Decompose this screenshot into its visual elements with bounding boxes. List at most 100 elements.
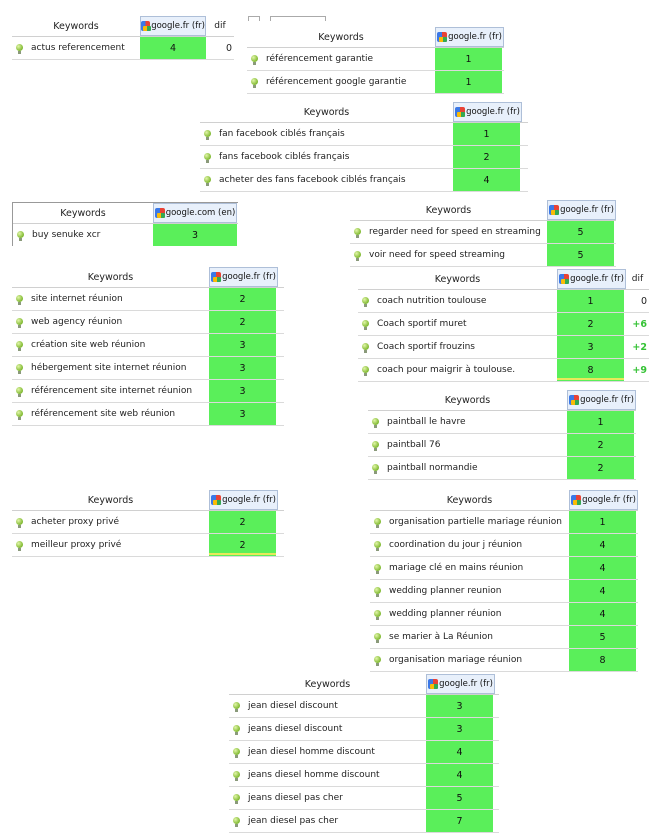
ranking-table: Keywords google.fr (fr) regarder need fo… xyxy=(350,200,616,267)
ranking-table: Keywords google.fr (fr) dif actus refere… xyxy=(12,16,234,60)
table-header: Keywords google.fr (fr) xyxy=(370,490,638,511)
table-row: mariage clé en mains réunion 4 xyxy=(370,557,638,580)
keyword-text: wedding planner reunion xyxy=(389,586,502,596)
keywords-header: Keywords xyxy=(444,394,491,406)
table-header: Keywords google.fr (fr) xyxy=(350,200,616,221)
scroll-indicator xyxy=(557,378,624,380)
rank-cell: 2 xyxy=(209,511,276,533)
table-row: Coach sportif frouzins 3 +2 xyxy=(358,336,649,359)
rank-cell: 1 xyxy=(557,290,624,312)
table-row: fan facebook ciblés français 1 xyxy=(200,123,528,146)
search-engine-header: google.fr (fr) xyxy=(209,490,278,510)
rank-cell: 4 xyxy=(426,741,493,763)
bulb-icon xyxy=(16,340,23,351)
ranking-table: Keywords google.fr (fr) paintball le hav… xyxy=(368,390,636,480)
keywords-header: Keywords xyxy=(425,204,472,216)
google-icon xyxy=(437,32,448,42)
keywords-header: Keywords xyxy=(434,273,481,285)
keyword-text: fans facebook ciblés français xyxy=(219,152,350,162)
bulb-icon xyxy=(16,363,23,374)
google-icon xyxy=(141,21,152,31)
rank-cell: 2 xyxy=(453,146,520,168)
bulb-icon xyxy=(354,227,361,238)
keyword-text: jeans diesel pas cher xyxy=(248,793,343,803)
table-row: wedding planner réunion 4 xyxy=(370,603,638,626)
keywords-header: Keywords xyxy=(53,20,99,32)
bulb-icon xyxy=(16,517,23,528)
rank-cell: 8 xyxy=(569,649,636,671)
dif-cell: +9 xyxy=(632,364,647,376)
rank-cell: 4 xyxy=(453,169,520,191)
bulb-icon xyxy=(374,586,381,597)
keyword-text: jean diesel pas cher xyxy=(248,816,339,826)
table-row: acheter des fans facebook ciblés françai… xyxy=(200,169,528,192)
google-icon xyxy=(154,208,165,218)
table-fragment xyxy=(248,16,260,21)
keyword-text: jean diesel discount xyxy=(248,701,338,711)
bulb-icon xyxy=(204,175,211,186)
google-icon xyxy=(569,395,580,405)
keyword-text: wedding planner réunion xyxy=(389,609,502,619)
keyword-text: création site web réunion xyxy=(31,340,146,350)
bulb-icon xyxy=(362,365,369,376)
rank-cell: 7 xyxy=(426,810,493,832)
bulb-icon xyxy=(374,563,381,574)
rank-cell: 4 xyxy=(569,580,636,602)
search-engine-header: google.fr (fr) xyxy=(567,390,636,410)
rank-cell: 1 xyxy=(435,48,502,70)
bulb-icon xyxy=(16,43,23,54)
search-engine-header: google.fr (fr) xyxy=(547,200,616,220)
google-icon xyxy=(559,274,570,284)
keyword-text: paintball normandie xyxy=(387,463,478,473)
keywords-header: Keywords xyxy=(446,494,493,506)
rank-cell: 3 xyxy=(209,403,276,425)
bulb-icon xyxy=(233,747,240,758)
keyword-text: coach pour maigrir à toulouse. xyxy=(377,365,516,375)
keyword-text: voir need for speed streaming xyxy=(369,250,505,260)
table-header: Keywords google.fr (fr) dif xyxy=(358,269,649,290)
table-row: actus referencement 4 0 xyxy=(12,37,234,60)
ranking-table: Keywords google.fr (fr) organisation par… xyxy=(370,490,638,672)
table-row: référencement site internet réunion 3 xyxy=(12,380,284,403)
search-engine-header: google.fr (fr) xyxy=(140,16,206,36)
rank-cell: 3 xyxy=(209,334,276,356)
table-row: site internet réunion 2 xyxy=(12,288,284,311)
table-header: Keywords google.fr (fr) dif xyxy=(12,16,234,37)
dif-header: dif xyxy=(631,274,644,284)
keyword-text: référencement site internet réunion xyxy=(31,386,193,396)
search-engine-header: google.fr (fr) xyxy=(435,27,504,47)
rank-cell: 4 xyxy=(569,534,636,556)
rank-cell: 3 xyxy=(209,380,276,402)
bulb-icon xyxy=(233,701,240,712)
bulb-icon xyxy=(16,409,23,420)
bulb-icon xyxy=(372,463,379,474)
table-row: jeans diesel homme discount 4 xyxy=(229,764,499,787)
rank-cell: 2 xyxy=(209,311,276,333)
bulb-icon xyxy=(204,152,211,163)
table-row: voir need for speed streaming 5 xyxy=(350,244,616,267)
bulb-icon xyxy=(374,517,381,528)
table-row: wedding planner reunion 4 xyxy=(370,580,638,603)
keyword-text: regarder need for speed en streaming xyxy=(369,227,541,237)
rank-cell: 3 xyxy=(426,718,493,740)
ranking-table: Keywords google.fr (fr) site internet ré… xyxy=(12,267,284,426)
bulb-icon xyxy=(233,770,240,781)
table-row: coach nutrition toulouse 1 0 xyxy=(358,290,649,313)
rank-cell: 1 xyxy=(567,411,634,433)
rank-cell: 2 xyxy=(209,534,276,556)
ranking-table: Keywords google.fr (fr) dif coach nutrit… xyxy=(358,269,649,382)
google-icon xyxy=(455,107,466,117)
google-icon xyxy=(428,679,439,689)
keyword-text: fan facebook ciblés français xyxy=(219,129,345,139)
rank-cell: 3 xyxy=(209,357,276,379)
keyword-text: hébergement site internet réunion xyxy=(31,363,187,373)
bulb-icon xyxy=(251,54,258,65)
bulb-icon xyxy=(372,417,379,428)
bulb-icon xyxy=(16,294,23,305)
rank-cell: 5 xyxy=(547,244,614,266)
rank-cell: 5 xyxy=(547,221,614,243)
table-row: meilleur proxy privé 2 xyxy=(12,534,284,557)
table-row: jean diesel homme discount 4 xyxy=(229,741,499,764)
bulb-icon xyxy=(374,632,381,643)
table-row: jean diesel pas cher 7 xyxy=(229,810,499,833)
